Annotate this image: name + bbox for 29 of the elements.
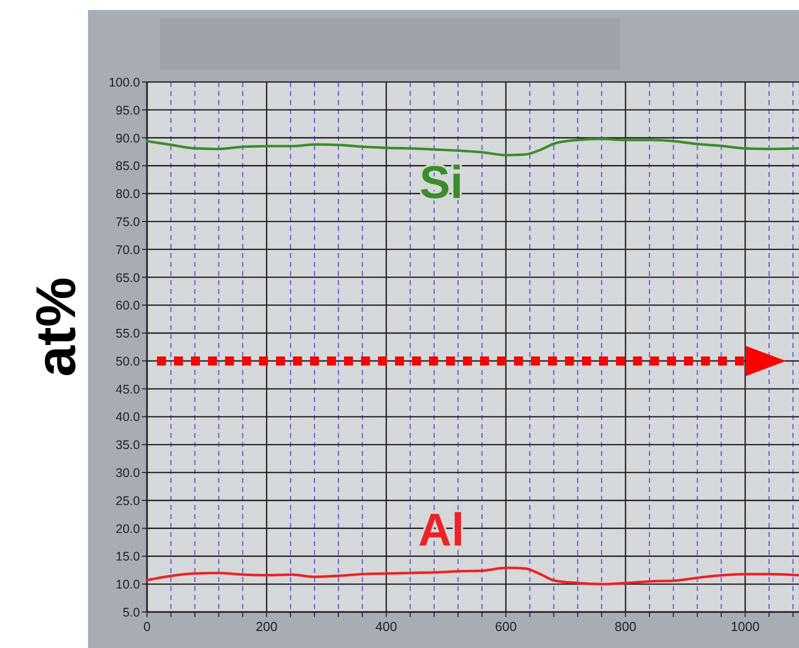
y-axis-title: at% (24, 277, 87, 377)
y-tick-label: 65.0 (116, 270, 140, 285)
y-tick-label: 85.0 (116, 159, 140, 174)
x-tick-label: 600 (495, 619, 517, 634)
y-tick-label: 50.0 (116, 354, 140, 368)
y-tick-label: 55.0 (116, 326, 140, 341)
y-tick-label: 20.0 (116, 522, 140, 536)
y-tick-label: 70.0 (116, 242, 140, 257)
x-tick-label: 1000 (730, 619, 760, 634)
x-tick-label: 800 (614, 619, 636, 634)
y-tick-label: 40.0 (116, 410, 140, 424)
y-tick-label: 15.0 (116, 550, 140, 564)
y-tick-label: 35.0 (116, 438, 140, 452)
y-tick-label: 75.0 (116, 214, 140, 229)
x-tick-label: 400 (375, 619, 398, 634)
line-series (146, 566, 799, 586)
y-tick-label: 80.0 (116, 187, 140, 202)
y-tick-label: 60.0 (116, 298, 140, 313)
x-tick-label: 200 (256, 619, 278, 634)
y-tick-label: 45.0 (116, 382, 140, 396)
x-tick-label: 0 (143, 619, 151, 634)
y-tick-label: 30.0 (116, 466, 140, 480)
y-tick-label: 95.0 (116, 103, 140, 118)
line-series (146, 138, 799, 156)
y-tick-label: 5.0 (122, 606, 140, 620)
y-tick-label: 100.0 (108, 76, 140, 90)
y-tick-label: 25.0 (116, 494, 140, 508)
y-tick-label: 10.0 (116, 578, 140, 592)
y-tick-label: 90.0 (116, 131, 140, 146)
